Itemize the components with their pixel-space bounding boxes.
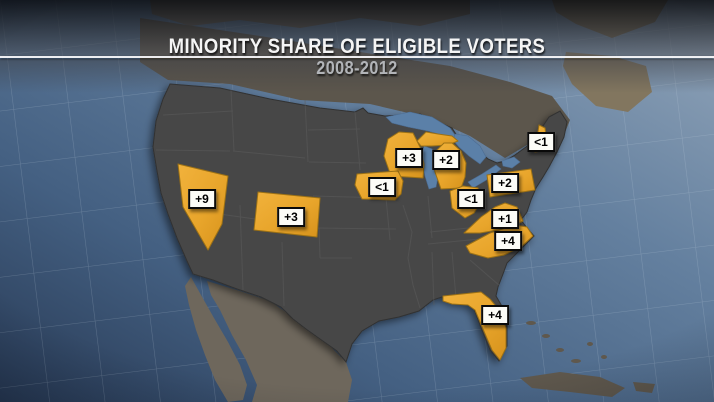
arctic-canada-landmass — [150, 0, 470, 28]
state-label-north-carolina: +4 — [494, 231, 522, 251]
state-label-new-hampshire: <1 — [527, 132, 555, 152]
state-label-iowa: <1 — [368, 177, 396, 197]
state-label-michigan: +2 — [432, 150, 460, 170]
page-title: MINORITY SHARE OF ELIGIBLE VOTERS — [168, 35, 546, 58]
state-label-nevada: +9 — [188, 189, 216, 209]
state-label-ohio: <1 — [457, 189, 485, 209]
state-label-pennsylvania: +2 — [491, 173, 519, 193]
state-label-virginia: +1 — [491, 209, 519, 229]
page-subtitle: 2008-2012 — [316, 58, 398, 78]
state-label-florida: +4 — [481, 305, 509, 325]
state-label-colorado: +3 — [277, 207, 305, 227]
state-label-wisconsin: +3 — [395, 148, 423, 168]
